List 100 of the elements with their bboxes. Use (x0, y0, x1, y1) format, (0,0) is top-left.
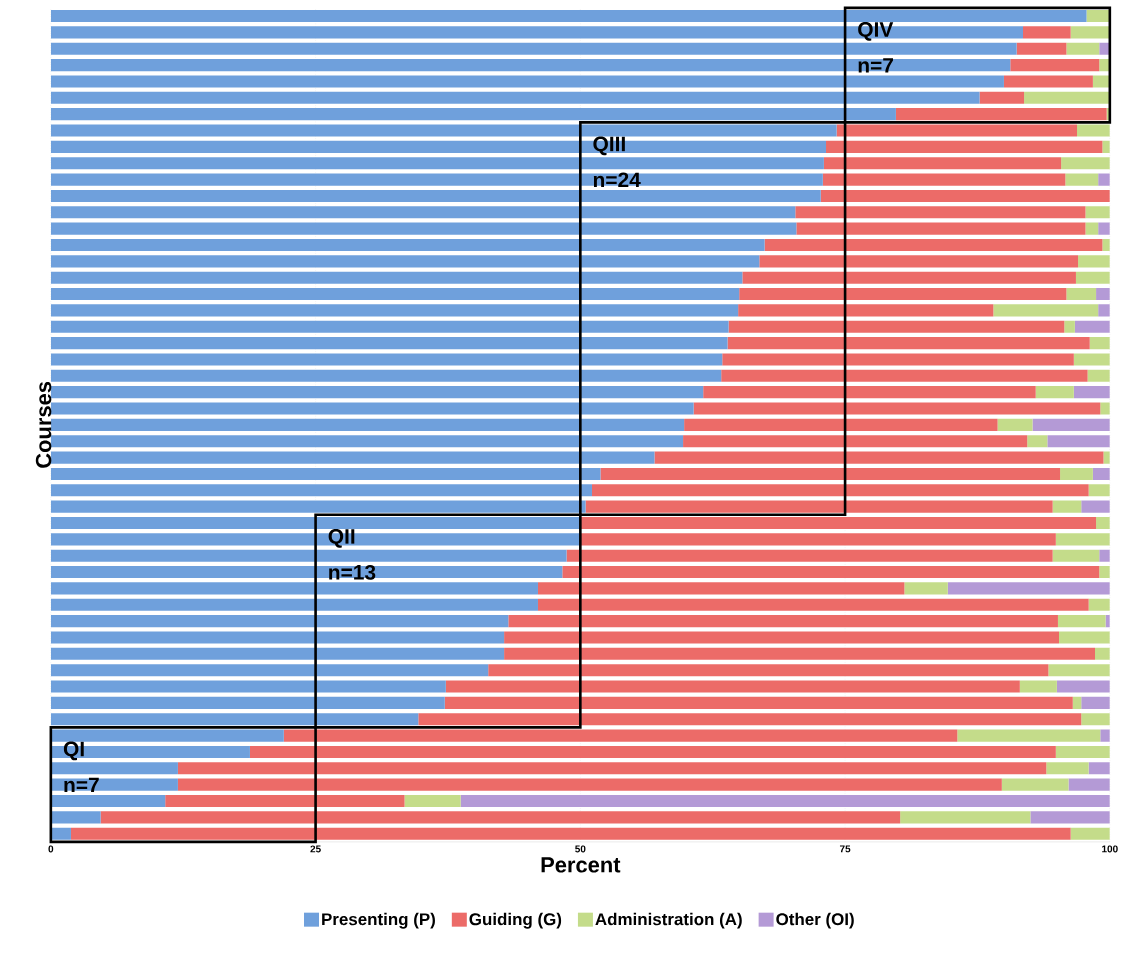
bar (50, 713, 419, 726)
bar (997, 418, 1033, 431)
bar (1048, 664, 1110, 677)
bar (1085, 206, 1110, 219)
bar (504, 631, 1059, 644)
bar (703, 386, 1036, 399)
bar (50, 451, 655, 464)
bar (727, 337, 1090, 350)
bar (684, 418, 998, 431)
bar (50, 59, 1011, 72)
bar (177, 762, 1047, 775)
bar (722, 353, 1074, 366)
bar (1019, 680, 1057, 693)
bar (50, 402, 694, 415)
bar (50, 549, 567, 562)
annotation: n=7 (858, 58, 894, 73)
x-tick-label: 0 (48, 845, 54, 853)
bar (1055, 745, 1110, 758)
bar (764, 238, 1103, 252)
bar (1075, 271, 1110, 284)
bar (580, 533, 1056, 546)
annotation: QIII (593, 136, 625, 156)
bar (759, 255, 1079, 268)
bar (50, 10, 1087, 23)
bar (50, 173, 823, 186)
bar (1098, 304, 1110, 317)
bar (796, 222, 1086, 235)
annotation: QI (63, 741, 84, 761)
bar (100, 811, 901, 824)
x-axis-title: Percent (541, 857, 621, 873)
bar (1098, 173, 1110, 186)
bar (1046, 762, 1089, 775)
bar (600, 467, 1061, 480)
bar (1010, 59, 1100, 72)
bar (50, 222, 797, 235)
bar (820, 189, 1110, 202)
bar (1066, 42, 1100, 55)
x-tick-label: 50 (575, 845, 586, 853)
bar (900, 811, 1031, 824)
bar (1032, 418, 1110, 431)
bar (50, 124, 837, 137)
bar (1056, 680, 1110, 693)
bar (50, 762, 178, 775)
bar (249, 745, 1056, 758)
bar (460, 794, 1110, 808)
bar (738, 304, 994, 317)
bar (1052, 500, 1082, 513)
bar (537, 582, 905, 595)
bar (50, 516, 581, 530)
bar (1099, 549, 1110, 562)
bar (1099, 42, 1110, 55)
bar (50, 696, 445, 709)
bar (683, 435, 1028, 448)
bar (50, 566, 563, 579)
legend-label: Presenting (P) (322, 912, 435, 929)
bar (50, 255, 760, 268)
bar (50, 631, 505, 644)
bar (826, 140, 1103, 153)
bar (50, 369, 722, 382)
x-tick-label: 100 (1102, 845, 1118, 853)
bar (947, 582, 1110, 595)
bar (537, 598, 1089, 611)
bar (50, 91, 980, 104)
bar (50, 435, 684, 448)
bar (50, 467, 601, 480)
bar (1016, 42, 1067, 55)
bar (585, 500, 1053, 513)
bar (1068, 778, 1110, 791)
bar (165, 794, 405, 808)
bar (1100, 402, 1110, 415)
bar (1035, 386, 1074, 399)
bar (1072, 696, 1082, 709)
annotation: n=24 (593, 172, 641, 188)
bar (836, 124, 1078, 137)
bar (508, 615, 1058, 628)
bar (1081, 713, 1110, 726)
bar (50, 304, 739, 317)
bar (1086, 10, 1110, 23)
bar (580, 516, 1097, 530)
bar (50, 320, 729, 333)
bar (50, 288, 740, 301)
bar (1061, 157, 1110, 170)
bar (1099, 59, 1110, 72)
x-tick-label: 75 (839, 845, 851, 853)
bar (50, 238, 765, 252)
bar (1088, 484, 1110, 497)
bar (445, 680, 1020, 693)
bar (1047, 435, 1110, 448)
bar (50, 353, 723, 366)
bar (50, 418, 685, 431)
bar (1065, 173, 1099, 186)
bar (1081, 500, 1110, 513)
bar (50, 75, 1004, 88)
bar (1098, 222, 1110, 235)
bar (70, 827, 1071, 840)
bar (1073, 386, 1110, 399)
bar (1052, 549, 1100, 562)
bar (50, 827, 71, 840)
bar (1074, 320, 1110, 333)
bar (50, 794, 166, 808)
